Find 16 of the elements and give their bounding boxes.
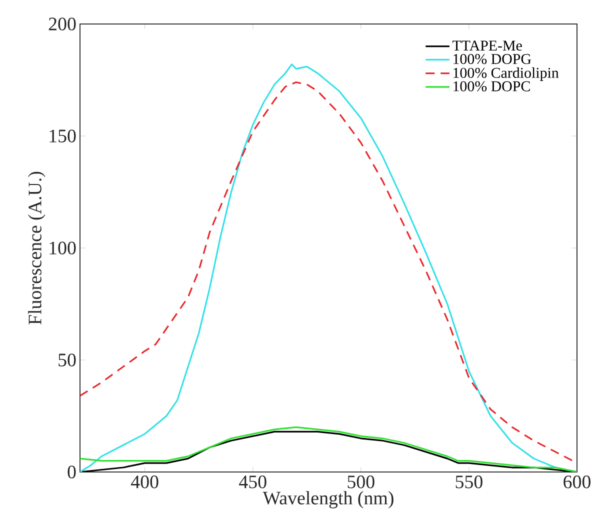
- y-tick-label: 50: [58, 354, 76, 366]
- y-tick-label: 100: [50, 242, 76, 254]
- legend-label: 100% Cardiolipin: [454, 67, 559, 81]
- x-tick-label: 550: [456, 476, 482, 488]
- legend-label: 100% DOPG: [454, 54, 532, 64]
- x-tick-label: 400: [131, 476, 158, 488]
- legend-label: 100% DOPC: [454, 81, 530, 92]
- x-tick-label: 450: [239, 476, 266, 488]
- x-tick-label: 600: [564, 476, 590, 488]
- x-tick-label: 500: [348, 476, 374, 488]
- y-tick-label: 0: [68, 466, 76, 478]
- y-tick-label: 200: [48, 18, 76, 30]
- x-axis-title: Wavelength (nm): [262, 491, 394, 508]
- y-axis-title: Fluorescence (A.U.): [28, 172, 46, 324]
- y-tick-label: 150: [50, 130, 76, 142]
- legend-label: TTAPE-Me: [452, 40, 522, 51]
